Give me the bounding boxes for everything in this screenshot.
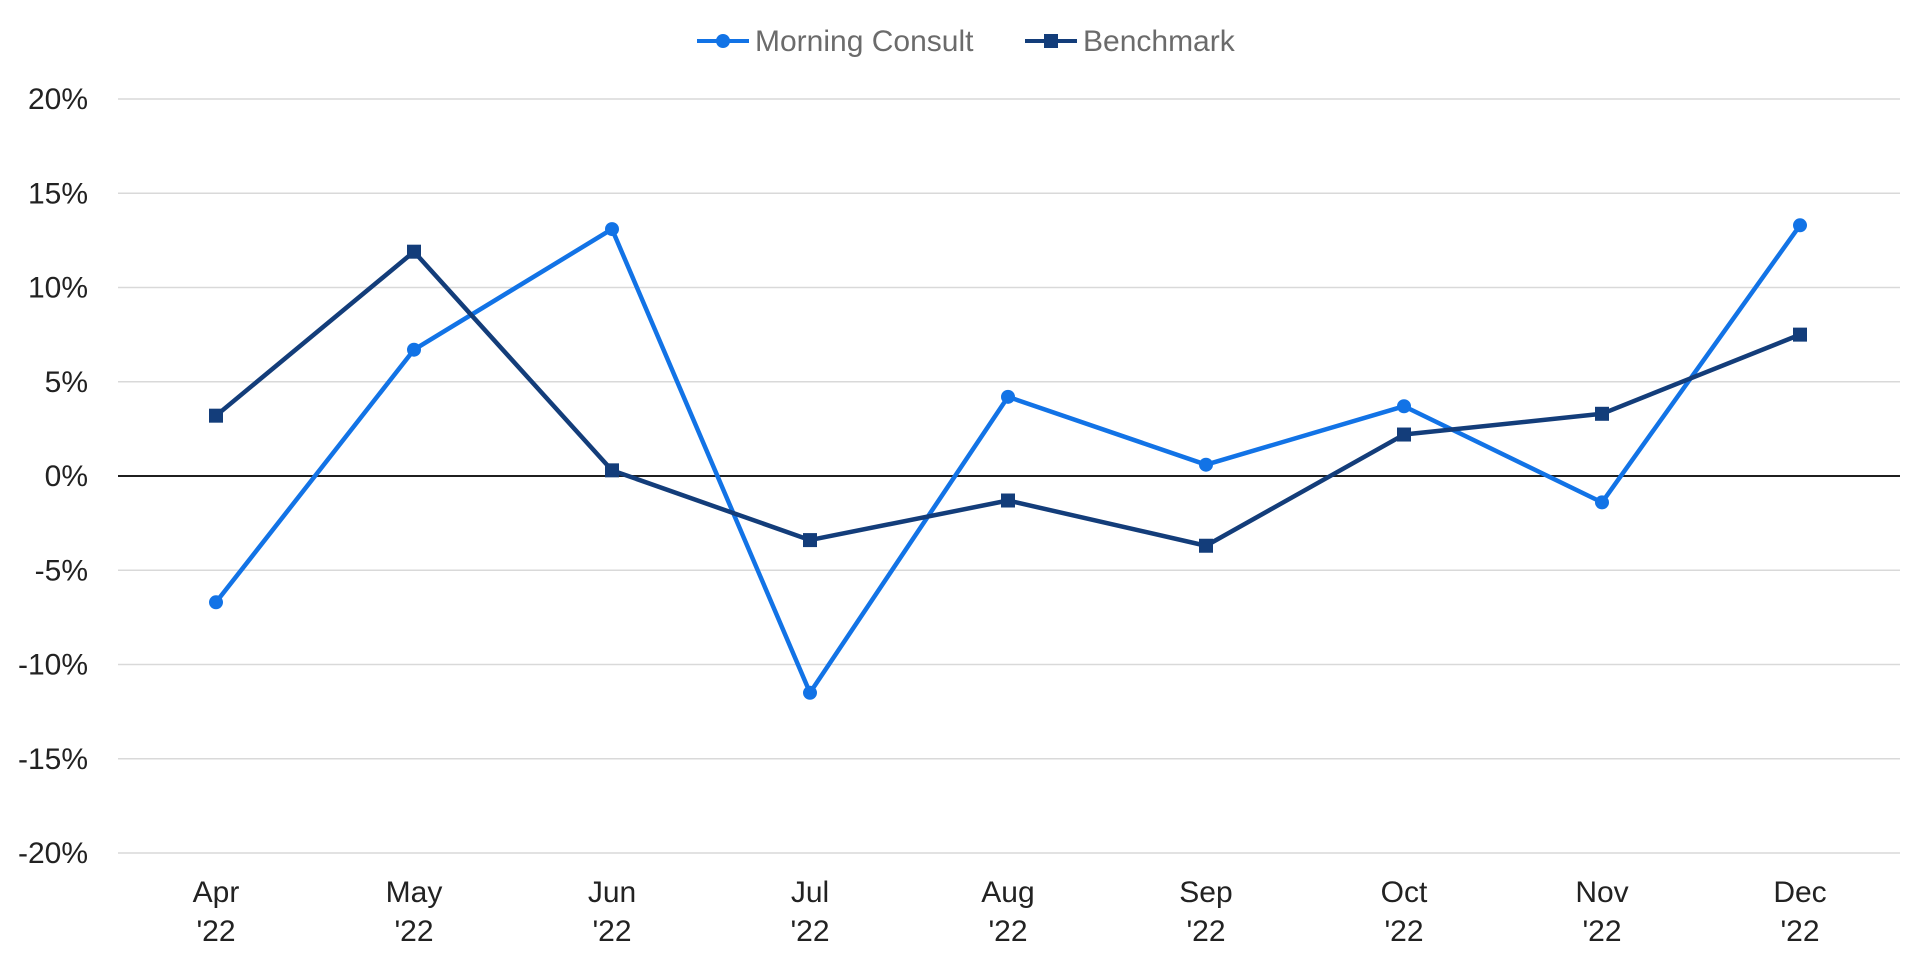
y-tick-label: 10%: [28, 272, 88, 305]
x-tick-label-year: '22: [1582, 915, 1621, 948]
data-point-morning-consult: [1793, 218, 1807, 233]
data-point-morning-consult: [1595, 495, 1609, 510]
y-axis-tick-labels: 20% 15% 10% 5% 0% -5% -10% -15% -20%: [18, 83, 88, 870]
y-tick-label: -5%: [35, 554, 88, 587]
x-tick-label-year: '22: [988, 915, 1027, 948]
data-point-morning-consult: [1397, 399, 1411, 414]
data-point-morning-consult: [605, 222, 619, 237]
y-tick-label: -15%: [18, 743, 88, 776]
legend-item-benchmark: Benchmark: [1025, 25, 1236, 58]
legend-marker-benchmark: [1044, 34, 1058, 48]
x-tick-label: Apr: [193, 876, 240, 909]
x-tick-label-year: '22: [196, 915, 235, 948]
data-point-benchmark: [209, 408, 223, 423]
x-tick-label: Aug: [981, 876, 1034, 909]
y-tick-label: 0%: [45, 460, 88, 493]
x-tick-label: Nov: [1575, 876, 1628, 909]
series-markers: [209, 218, 1807, 700]
legend: Morning Consult Benchmark: [697, 25, 1236, 58]
x-tick-label: Jun: [588, 876, 636, 909]
x-tick-label-year: '22: [1186, 915, 1225, 948]
data-point-morning-consult: [407, 342, 421, 357]
x-tick-label-year: '22: [1780, 915, 1819, 948]
x-tick-label-year: '22: [790, 915, 829, 948]
gridlines: [118, 98, 1900, 854]
legend-item-morning-consult: Morning Consult: [697, 25, 974, 58]
data-point-morning-consult: [209, 595, 223, 610]
x-tick-label-year: '22: [394, 915, 433, 948]
y-tick-label: 5%: [45, 366, 88, 399]
x-axis-tick-labels: Apr '22 May '22 Jun '22 Jul '22 Aug '22 Sep '22 Oct '…: [193, 876, 1827, 948]
x-tick-label: Jul: [791, 876, 829, 909]
x-tick-label-year: '22: [1384, 915, 1423, 948]
data-point-benchmark: [1595, 406, 1609, 421]
y-tick-label: 15%: [28, 177, 88, 210]
x-tick-label: Sep: [1179, 876, 1232, 909]
data-point-benchmark: [1001, 493, 1015, 508]
data-point-morning-consult: [803, 685, 817, 700]
y-tick-label: -10%: [18, 649, 88, 682]
x-tick-label: May: [386, 876, 443, 909]
x-tick-label: Dec: [1773, 876, 1826, 909]
data-point-benchmark: [605, 463, 619, 478]
data-point-benchmark: [1199, 538, 1213, 553]
data-point-morning-consult: [1199, 457, 1213, 472]
legend-label-morning-consult: Morning Consult: [755, 25, 974, 58]
y-tick-label: 20%: [28, 83, 88, 116]
data-point-benchmark: [1397, 427, 1411, 442]
data-point-benchmark: [803, 533, 817, 548]
y-tick-label: -20%: [18, 837, 88, 870]
x-tick-label-year: '22: [592, 915, 631, 948]
data-point-benchmark: [407, 244, 421, 259]
series-lines: [213, 223, 1803, 696]
data-point-morning-consult: [1001, 389, 1015, 404]
data-point-benchmark: [1793, 327, 1807, 342]
x-tick-label: Oct: [1381, 876, 1428, 909]
legend-marker-morning-consult: [716, 34, 730, 48]
legend-label-benchmark: Benchmark: [1083, 25, 1236, 58]
